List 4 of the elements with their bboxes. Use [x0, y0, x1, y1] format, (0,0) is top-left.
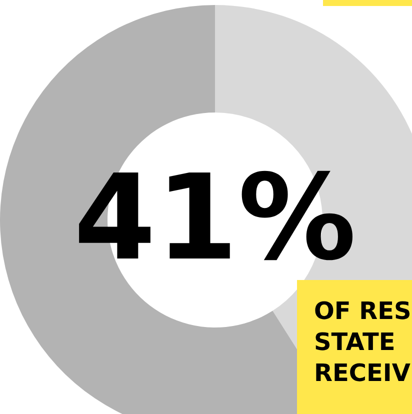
- text: RECEIV: [314, 358, 412, 389]
- text: STATE: [314, 327, 396, 358]
- text: OF RES: [314, 296, 412, 327]
- data-label: 41%: [74, 148, 356, 287]
